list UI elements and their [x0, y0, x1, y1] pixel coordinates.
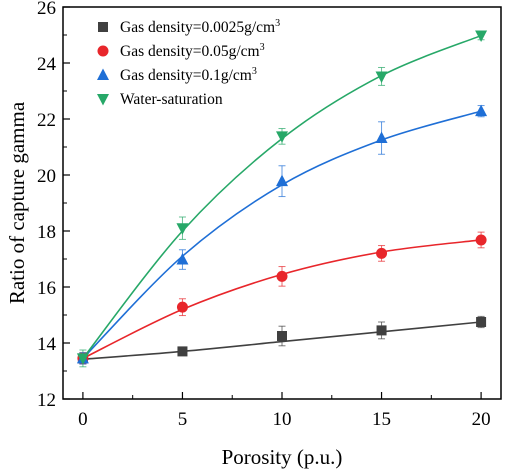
legend: Gas density=0.0025g/cm3 Gas density=0.05g…: [97, 18, 280, 108]
x-tick-label: 5: [178, 409, 188, 430]
data-point-1: [376, 247, 388, 259]
data-markers: [76, 30, 488, 365]
x-tick-label: 0: [78, 409, 88, 430]
fit-curve-3: [82, 34, 482, 359]
data-point-0: [277, 331, 287, 341]
data-point-0: [376, 325, 387, 336]
data-point-0: [177, 346, 188, 357]
data-point-1: [475, 234, 487, 246]
y-tick-label: 18: [37, 222, 56, 243]
x-tick-label: 20: [472, 409, 491, 430]
x-axis-title: Porosity (p.u.): [222, 445, 343, 469]
fit-curves: [82, 34, 482, 361]
data-point-3: [475, 30, 488, 43]
legend-label-0: Gas density=0.0025g/cm3: [120, 18, 280, 36]
fit-curve-2: [82, 110, 482, 359]
y-tick-label: 20: [37, 166, 56, 187]
data-point-1: [276, 270, 288, 282]
data-point-2: [475, 104, 488, 117]
x-tick-label: 10: [273, 409, 292, 430]
legend-marker-3: [97, 94, 109, 106]
data-point-2: [276, 174, 288, 187]
legend-label-2: Gas density=0.1g/cm3: [120, 66, 257, 84]
legend-label-3: Water-saturation: [120, 91, 223, 108]
tick-labels: 0 5 10 15 20 12 14 16 18 20 22 24 26: [37, 0, 491, 430]
legend-marker-2: [97, 68, 109, 80]
legend-label-1: Gas density=0.05g/cm3: [120, 42, 265, 60]
data-point-2: [375, 131, 388, 144]
legend-marker-1: [97, 45, 109, 57]
data-point-3: [176, 223, 189, 235]
data-point-3: [276, 131, 288, 143]
y-tick-label: 16: [37, 278, 56, 299]
data-point-3: [375, 71, 388, 83]
x-tick-label: 15: [372, 409, 391, 430]
axis-ticks: [63, 6, 482, 400]
y-axis-title: Ratio of capture gamma: [5, 101, 29, 304]
y-tick-label: 12: [37, 390, 56, 411]
y-tick-label: 14: [37, 334, 57, 355]
y-tick-label: 22: [37, 110, 56, 131]
legend-marker-0: [98, 22, 108, 32]
y-tick-label: 26: [37, 0, 56, 19]
data-point-0: [476, 317, 487, 327]
data-point-2: [176, 253, 189, 265]
y-tick-label: 24: [37, 54, 57, 75]
data-point-3: [76, 353, 89, 365]
data-point-1: [176, 301, 188, 313]
